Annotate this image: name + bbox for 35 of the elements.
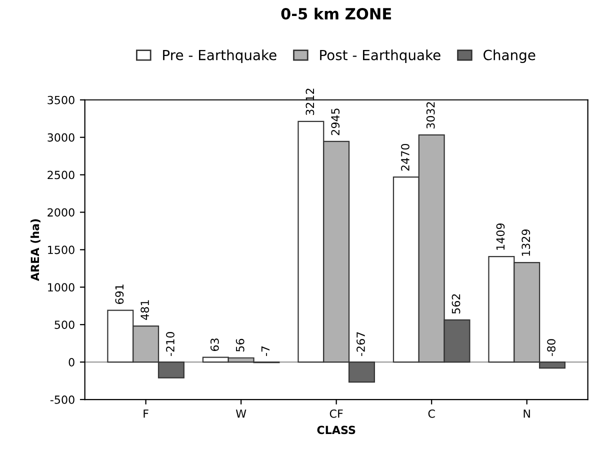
data-label: 481: [140, 300, 150, 320]
y-tick-label: 1000: [48, 283, 74, 292]
chart-title: 0-5 km ZONE: [281, 8, 392, 20]
y-tick-label: 3500: [48, 96, 74, 104]
data-label: 56: [236, 338, 244, 352]
x-tick-label: F: [144, 410, 148, 418]
legend-label: Post - Earthquake: [320, 50, 440, 63]
x-tick-label: CF: [330, 409, 343, 418]
y-tick-label: 1500: [48, 246, 74, 254]
data-label: 1409: [496, 223, 505, 250]
data-label: -267: [356, 332, 365, 356]
y-axis-title: AREA (ha): [30, 219, 40, 282]
data-label: 2945: [331, 108, 340, 136]
data-label: 691: [115, 284, 124, 304]
data-label: 562: [452, 294, 460, 314]
y-tick-label: -500: [50, 395, 74, 404]
y-tick-label: 500: [54, 320, 74, 329]
y-tick-label: 2000: [48, 208, 74, 217]
x-tick-label: C: [428, 409, 435, 418]
x-tick-label: N: [524, 410, 530, 418]
data-label: 3212: [306, 88, 314, 116]
y-tick-label: 3000: [48, 133, 74, 142]
data-label: 63: [210, 338, 219, 352]
y-tick-label: 0: [68, 358, 74, 366]
data-label: 2470: [401, 144, 410, 171]
data-label: 1329: [522, 229, 530, 256]
data-label: -210: [166, 332, 174, 356]
y-tick-label: 2500: [48, 170, 74, 180]
data-label: -7: [261, 346, 270, 356]
data-label: 3032: [426, 102, 435, 129]
legend-label: Pre - Earthquake: [163, 50, 276, 63]
x-axis-title: CLASS: [317, 426, 356, 434]
legend-label: Change: [484, 50, 536, 63]
x-tick-label: W: [236, 410, 246, 418]
data-label: -80: [547, 339, 556, 356]
